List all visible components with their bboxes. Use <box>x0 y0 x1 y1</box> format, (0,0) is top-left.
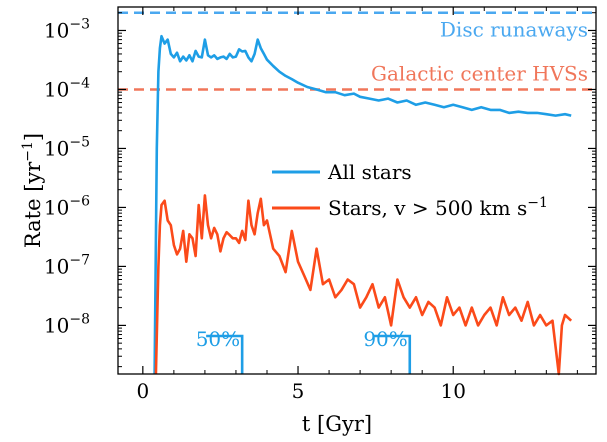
reference-label-disc-runaways: Disc runaways <box>440 18 588 42</box>
y-tick-label-2: 10−6 <box>44 193 90 219</box>
x-tick-label-0: 0 <box>136 379 149 403</box>
legend-label-fast-stars-sup: −1 <box>527 195 548 211</box>
y-tick-exponent: −8 <box>69 311 90 327</box>
series-line-1 <box>154 194 573 376</box>
y-axis-title-end: ] <box>21 133 45 141</box>
y-tick-base: 10 <box>44 313 69 337</box>
y-tick-base: 10 <box>44 18 69 42</box>
y-tick-label-4: 10−4 <box>44 75 90 101</box>
plot-frame <box>117 6 597 375</box>
legend-label-fast-stars-text: Stars, v > 500 km s <box>328 196 527 220</box>
y-tick-label-3: 10−5 <box>44 134 90 160</box>
percentile-marker-1 <box>373 334 412 374</box>
y-tick-base: 10 <box>44 136 69 160</box>
legend-label-all-stars: All stars <box>327 160 412 184</box>
y-tick-label-1: 10−7 <box>44 252 90 278</box>
y-axis-title: Rate [yr−1] <box>20 133 45 248</box>
percentile-label-90: 90% <box>363 327 407 351</box>
y-tick-exponent: −7 <box>69 252 90 268</box>
percentile-label-50: 50% <box>196 327 240 351</box>
series-layer <box>153 34 573 376</box>
percentile-marker-0 <box>206 334 244 374</box>
y-tick-exponent: −3 <box>69 16 90 32</box>
percentile-markers <box>206 334 412 374</box>
y-tick-base: 10 <box>44 77 69 101</box>
y-tick-label-5: 10−3 <box>44 16 90 42</box>
y-tick-label-0: 10−8 <box>44 311 90 337</box>
y-axis-title-sup: −1 <box>20 141 36 162</box>
y-tick-base: 10 <box>44 195 69 219</box>
x-tick-label-1: 5 <box>292 379 305 403</box>
y-axis-title-text: Rate [yr <box>21 161 45 248</box>
y-tick-exponent: −5 <box>69 134 90 150</box>
legend-label-fast-stars: Stars, v > 500 km s−1 <box>328 195 548 220</box>
y-tick-exponent: −4 <box>69 75 90 91</box>
y-tick-exponent: −6 <box>69 193 90 209</box>
y-tick-base: 10 <box>44 254 69 278</box>
x-axis-title: t [Gyr] <box>302 412 372 436</box>
series-line-0 <box>153 34 572 375</box>
x-tick-label-2: 10 <box>440 379 465 403</box>
legend: All stars Stars, v > 500 km s−1 <box>272 160 548 220</box>
reference-label-galactic-center-hvss: Galactic center HVSs <box>371 61 588 85</box>
